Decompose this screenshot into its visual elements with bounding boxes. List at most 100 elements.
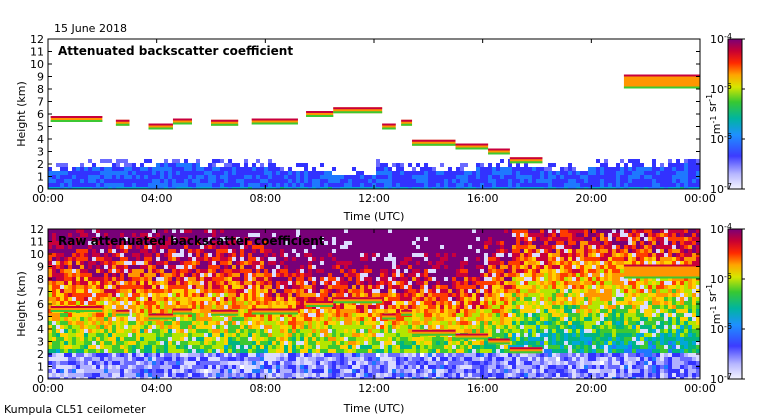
heatmap-cell bbox=[88, 357, 92, 361]
heatmap-cell bbox=[236, 289, 240, 293]
y-tick-label: 8 bbox=[37, 83, 44, 96]
heatmap-cell bbox=[112, 357, 116, 361]
heatmap-cell bbox=[168, 333, 172, 337]
heatmap-cell bbox=[192, 257, 196, 261]
heatmap-cell bbox=[144, 285, 148, 289]
heatmap-cell bbox=[116, 261, 120, 265]
heatmap-cell bbox=[76, 325, 80, 329]
heatmap-cell bbox=[392, 345, 396, 349]
heatmap-cell bbox=[412, 305, 416, 309]
heatmap-cell bbox=[284, 257, 288, 261]
heatmap-cell bbox=[196, 171, 200, 175]
heatmap-cell bbox=[188, 163, 192, 167]
heatmap-cell bbox=[96, 353, 100, 357]
heatmap-cell bbox=[232, 245, 236, 249]
heatmap-cell bbox=[260, 265, 264, 269]
heatmap-cell bbox=[636, 159, 640, 163]
heatmap-cell bbox=[68, 241, 72, 245]
heatmap-cell bbox=[80, 317, 84, 321]
heatmap-cell bbox=[672, 163, 676, 167]
heatmap-cell bbox=[212, 333, 216, 337]
heatmap-cell bbox=[632, 175, 636, 179]
heatmap-cell bbox=[392, 297, 396, 301]
heatmap-cell bbox=[524, 183, 528, 187]
heatmap-cell bbox=[128, 317, 132, 321]
heatmap-cell bbox=[348, 317, 352, 321]
heatmap-cell bbox=[328, 265, 332, 269]
heatmap-cell bbox=[384, 241, 388, 245]
heatmap-cell bbox=[400, 325, 404, 329]
heatmap-cell bbox=[364, 377, 368, 379]
heatmap-cell bbox=[380, 187, 384, 189]
heatmap-cell bbox=[384, 233, 388, 237]
heatmap-cell bbox=[292, 257, 296, 261]
heatmap-cell bbox=[108, 349, 112, 353]
heatmap-cell bbox=[60, 341, 64, 345]
heatmap-cell bbox=[304, 237, 308, 241]
heatmap-cell bbox=[220, 261, 224, 265]
heatmap-cell bbox=[376, 353, 380, 357]
heatmap-cell bbox=[260, 285, 264, 289]
heatmap-cell bbox=[120, 159, 124, 163]
heatmap-cell bbox=[84, 357, 88, 361]
heatmap-cell bbox=[488, 171, 492, 175]
heatmap-cell bbox=[516, 171, 520, 175]
heatmap-cell bbox=[148, 369, 152, 373]
heatmap-cell bbox=[328, 241, 332, 245]
heatmap-cell bbox=[92, 285, 96, 289]
heatmap-cell bbox=[448, 241, 452, 245]
heatmap-cell bbox=[268, 187, 272, 189]
heatmap-cell bbox=[692, 179, 696, 183]
heatmap-cell bbox=[404, 179, 408, 183]
heatmap-cell bbox=[248, 345, 252, 349]
heatmap-cell bbox=[444, 301, 448, 305]
heatmap-cell bbox=[556, 179, 560, 183]
heatmap-cell bbox=[136, 187, 140, 189]
heatmap-cell bbox=[316, 285, 320, 289]
heatmap-cell bbox=[204, 175, 208, 179]
heatmap-cell bbox=[324, 269, 328, 273]
heatmap-cell bbox=[112, 167, 116, 171]
heatmap-cell bbox=[644, 167, 648, 171]
heatmap-cell bbox=[292, 179, 296, 183]
heatmap-cell bbox=[304, 313, 308, 317]
heatmap-cell bbox=[136, 175, 140, 179]
heatmap-cell bbox=[380, 313, 384, 317]
heatmap-cell bbox=[344, 329, 348, 333]
heatmap-cell bbox=[416, 305, 420, 309]
heatmap-cell bbox=[308, 377, 312, 379]
heatmap-cell bbox=[108, 317, 112, 321]
heatmap-cell bbox=[292, 249, 296, 253]
heatmap-cell bbox=[308, 249, 312, 253]
heatmap-cell bbox=[280, 187, 284, 189]
heatmap-cell bbox=[184, 285, 188, 289]
heatmap-cell bbox=[240, 317, 244, 321]
heatmap-cell bbox=[428, 265, 432, 269]
heatmap-cell bbox=[292, 317, 296, 321]
heatmap-cell bbox=[364, 293, 368, 297]
heatmap-cell bbox=[64, 337, 68, 341]
heatmap-cell bbox=[568, 175, 572, 179]
heatmap-cell bbox=[256, 321, 260, 325]
heatmap-cell bbox=[108, 377, 112, 379]
heatmap-cell bbox=[272, 249, 276, 253]
heatmap-cell bbox=[208, 325, 212, 329]
heatmap-cell bbox=[212, 325, 216, 329]
heatmap-cell bbox=[88, 257, 92, 261]
heatmap-cell bbox=[180, 187, 184, 189]
heatmap-cell bbox=[352, 175, 356, 179]
heatmap-cell bbox=[396, 281, 400, 285]
heatmap-cell bbox=[428, 257, 432, 261]
heatmap-cell bbox=[388, 281, 392, 285]
heatmap-cell bbox=[684, 183, 688, 187]
heatmap-cell bbox=[448, 289, 452, 293]
heatmap-cell bbox=[572, 187, 576, 189]
heatmap-cell bbox=[424, 345, 428, 349]
heatmap-cell bbox=[304, 321, 308, 325]
heatmap-cell bbox=[440, 249, 444, 253]
heatmap-cell bbox=[512, 179, 516, 183]
heatmap-cell bbox=[88, 301, 92, 305]
heatmap-cell bbox=[300, 281, 304, 285]
heatmap-cell bbox=[344, 265, 348, 269]
heatmap-cell bbox=[236, 229, 240, 233]
